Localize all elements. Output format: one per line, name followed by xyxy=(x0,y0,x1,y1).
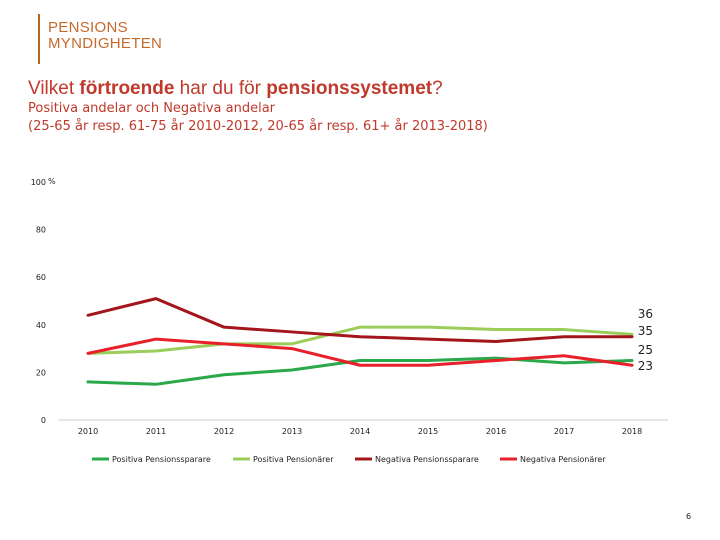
y-tick-label: 40 xyxy=(36,321,46,330)
x-tick-label: 2010 xyxy=(78,427,98,436)
series-line xyxy=(86,337,634,367)
end-value-label: 36 xyxy=(638,307,653,321)
logo-bar xyxy=(38,14,40,64)
legend-label: Positiva Pensionärer xyxy=(253,455,334,464)
legend-label: Positiva Pensionssparare xyxy=(112,455,211,464)
logo: PENSIONS MYNDIGHETEN xyxy=(48,20,162,52)
x-tick-label: 2011 xyxy=(146,427,166,436)
x-tick-label: 2013 xyxy=(282,427,302,436)
page-subtitle: Positiva andelar och Negativa andelar (2… xyxy=(28,100,488,136)
legend-label: Negativa Pensionärer xyxy=(520,455,606,464)
title-part-2: har du för xyxy=(174,78,267,99)
x-tick-label: 2012 xyxy=(214,427,234,436)
y-tick-label: 80 xyxy=(36,226,46,235)
x-tick-label: 2015 xyxy=(418,427,438,436)
series-line xyxy=(86,325,634,355)
x-tick-label: 2017 xyxy=(554,427,574,436)
series-line xyxy=(86,297,634,343)
y-tick-label: 20 xyxy=(36,368,46,377)
series-line xyxy=(86,356,634,386)
subtitle-line-1: Positiva andelar och Negativa andelar xyxy=(28,101,276,116)
subtitle-line-2: (25-65 år resp. 61-75 år 2010-2012, 20-6… xyxy=(28,119,488,134)
x-tick-label: 2014 xyxy=(350,427,370,436)
end-value-label: 35 xyxy=(638,324,653,338)
x-tick-label: 2018 xyxy=(622,427,642,436)
title-part-1: Vilket xyxy=(28,78,80,99)
legend-label: Negativa Pensionssparare xyxy=(375,455,479,464)
end-value-label: 23 xyxy=(638,359,653,373)
logo-line-2: MYNDIGHETEN xyxy=(48,35,163,52)
logo-line-1: PENSIONS xyxy=(48,19,128,36)
page-number: 6 xyxy=(686,512,692,521)
title-bold-2: pensionssystemet xyxy=(266,78,433,99)
y-tick-label: 100 xyxy=(31,178,46,187)
end-value-label: 25 xyxy=(638,343,653,357)
y-tick-label: 0 xyxy=(41,416,46,425)
title-part-3: ? xyxy=(432,78,443,99)
y-tick-label: 60 xyxy=(36,273,46,282)
x-tick-label: 2016 xyxy=(486,427,506,436)
page-title: Vilket förtroende har du för pensionssys… xyxy=(28,78,443,100)
title-bold-1: förtroende xyxy=(79,78,175,99)
y-unit-label: % xyxy=(48,177,56,186)
